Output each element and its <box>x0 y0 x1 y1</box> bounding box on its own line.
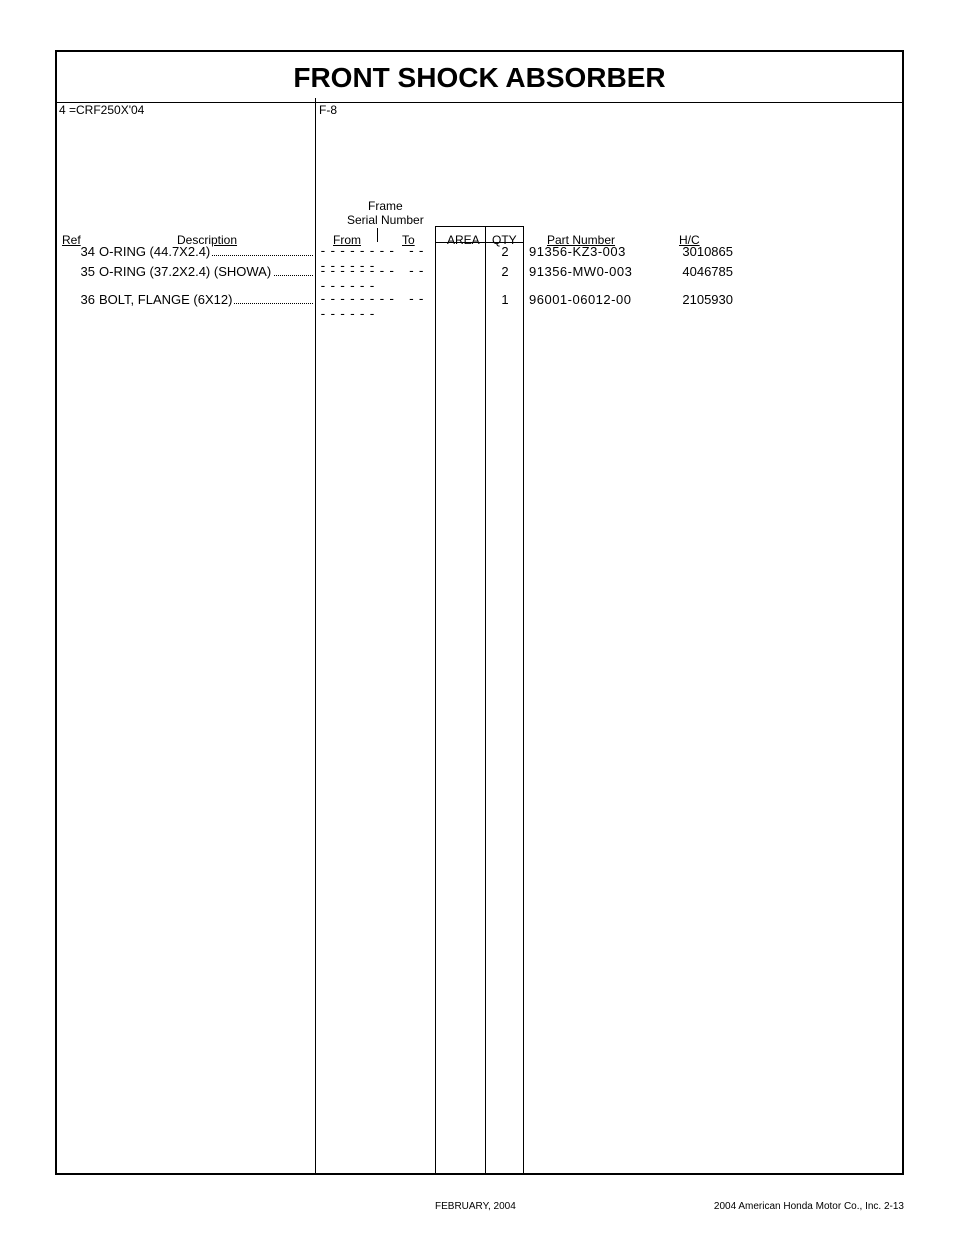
cell-description: O-RING (37.2X2.4) (SHOWA) <box>99 264 313 279</box>
cell-hc: 2105930 <box>663 292 733 307</box>
table-row: 36 BOLT, FLANGE (6X12) -------- --------… <box>57 292 902 320</box>
frame-label-line2: Serial Number <box>347 213 424 227</box>
cell-hc: 3010865 <box>663 244 733 259</box>
cell-ref: 36 <box>71 292 95 307</box>
model-code: 4 =CRF250X'04 <box>59 103 144 117</box>
rule-vertical <box>523 226 524 1173</box>
footer-date: FEBRUARY, 2004 <box>435 1201 516 1212</box>
cell-description: O-RING (44.7X2.4) <box>99 244 313 259</box>
cell-part-number: 91356-MW0-003 <box>529 264 659 279</box>
cell-ref: 34 <box>71 244 95 259</box>
table-row: 35 O-RING (37.2X2.4) (SHOWA) -------- --… <box>57 264 902 292</box>
cell-hc: 4046785 <box>663 264 733 279</box>
cell-qty: 2 <box>492 264 518 279</box>
page-title: FRONT SHOCK ABSORBER <box>57 52 902 103</box>
cell-ref: 35 <box>71 264 95 279</box>
cell-part-number: 96001-06012-00 <box>529 292 659 307</box>
rule-vertical <box>485 226 486 1173</box>
parts-table-body: 34 O-RING (44.7X2.4) -------- -------- 2… <box>57 244 902 320</box>
frame-label-line1: Frame <box>368 199 403 213</box>
section-code: F-8 <box>319 103 337 117</box>
cell-part-number: 91356-KZ3-003 <box>529 244 659 259</box>
frame-serial-label: Frame Serial Number <box>347 199 424 227</box>
page-frame: FRONT SHOCK ABSORBER 4 =CRF250X'04 F-8 F… <box>55 50 904 1175</box>
rule-vertical <box>435 226 436 1173</box>
rule-horizontal <box>435 226 523 227</box>
rule-vertical <box>377 228 378 242</box>
sub-header: 4 =CRF250X'04 F-8 Frame Serial Number <box>57 103 902 233</box>
rule-horizontal <box>435 242 523 243</box>
cell-serial-dots: -------- -------- <box>319 292 429 322</box>
cell-qty: 2 <box>492 244 518 259</box>
footer-copyright: 2004 American Honda Motor Co., Inc. 2-13 <box>714 1201 904 1212</box>
cell-description: BOLT, FLANGE (6X12) <box>99 292 313 307</box>
table-row: 34 O-RING (44.7X2.4) -------- -------- 2… <box>57 244 902 264</box>
cell-qty: 1 <box>492 292 518 307</box>
cell-serial-dots: -------- -------- <box>319 264 429 294</box>
